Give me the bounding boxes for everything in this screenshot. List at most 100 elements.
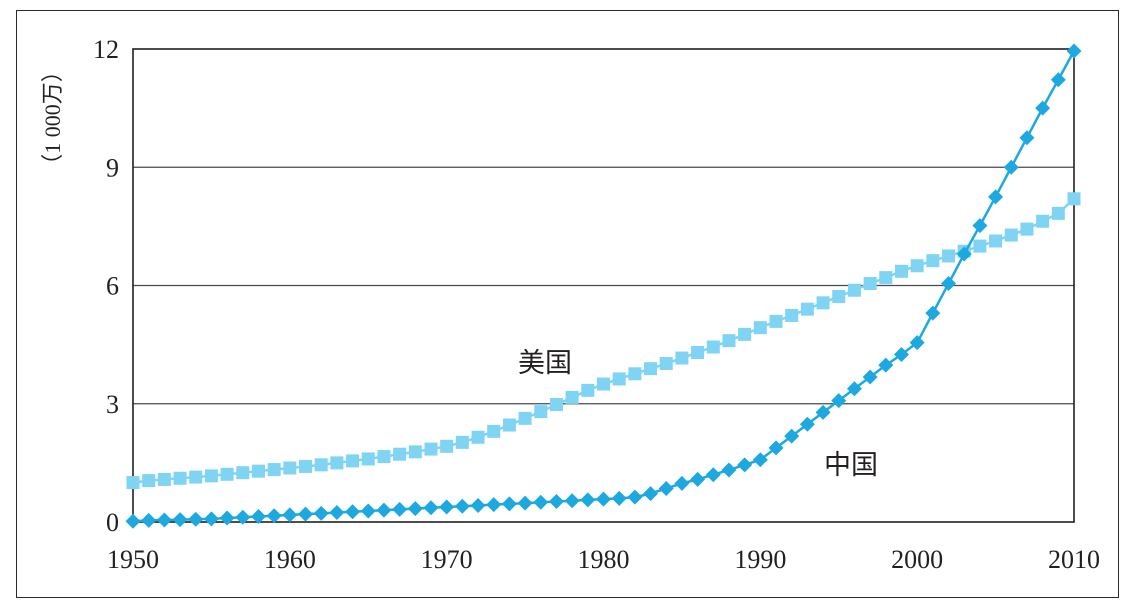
- data-point: [596, 491, 611, 507]
- x-tick-label: 1990: [734, 545, 786, 574]
- data-point: [611, 490, 627, 506]
- data-point: [486, 497, 502, 513]
- data-point: [471, 430, 485, 444]
- data-point: [141, 512, 157, 528]
- x-tick-label: 1950: [107, 545, 159, 574]
- data-point: [846, 381, 862, 397]
- data-point: [533, 494, 549, 510]
- x-tick-label: 1960: [264, 545, 316, 574]
- data-point: [440, 439, 454, 453]
- data-point: [235, 509, 251, 525]
- data-point: [267, 463, 281, 477]
- data-point: [644, 362, 658, 376]
- data-point: [314, 458, 328, 472]
- data-point: [548, 494, 564, 510]
- data-point: [1051, 206, 1065, 220]
- data-point: [832, 290, 846, 304]
- data-point: [989, 234, 1003, 248]
- data-point: [313, 505, 329, 521]
- data-point: [266, 508, 282, 524]
- data-point: [408, 445, 422, 459]
- data-point: [909, 335, 925, 351]
- data-point: [926, 254, 940, 268]
- x-tick-label: 2010: [1048, 545, 1100, 574]
- data-point: [298, 506, 314, 522]
- data-point: [157, 472, 171, 486]
- data-point: [172, 512, 188, 528]
- data-point: [345, 504, 361, 520]
- data-point: [597, 377, 610, 391]
- data-point: [580, 492, 596, 508]
- y-tick-labels: 0 3 6 9 12: [93, 35, 119, 537]
- data-point: [189, 470, 203, 484]
- data-point: [564, 493, 580, 509]
- data-point: [691, 346, 705, 360]
- x-tick-label: 2000: [891, 545, 943, 574]
- data-point: [455, 435, 469, 449]
- data-point: [628, 367, 642, 381]
- data-point: [424, 442, 438, 456]
- data-point: [517, 495, 533, 511]
- data-point: [1020, 222, 1034, 236]
- data-point: [125, 513, 141, 529]
- data-point: [565, 390, 579, 404]
- data-point: [376, 502, 392, 518]
- y-tick-label: 6: [106, 272, 119, 301]
- data-point: [1066, 43, 1082, 59]
- series: [125, 43, 1082, 529]
- data-point: [941, 276, 957, 292]
- data-point: [705, 467, 721, 483]
- data-point: [799, 416, 815, 432]
- plot-area-border: [132, 48, 1075, 523]
- x-tick-label: 1980: [578, 545, 630, 574]
- data-point: [612, 372, 626, 386]
- data-point: [439, 499, 455, 515]
- data-point: [251, 464, 265, 478]
- data-point: [1067, 192, 1081, 206]
- data-point: [956, 246, 972, 262]
- data-point: [282, 507, 298, 523]
- data-point: [392, 501, 408, 517]
- data-point: [847, 283, 861, 297]
- y-tick-label: 0: [106, 508, 119, 537]
- data-point: [407, 501, 423, 517]
- x-tick-labels: 1950 1960 1970 1980 1990 2000 2010: [107, 545, 1100, 574]
- data-point: [942, 249, 956, 263]
- data-point: [236, 466, 250, 480]
- data-point: [360, 503, 376, 519]
- data-point: [581, 383, 595, 397]
- data-point: [753, 321, 767, 335]
- data-point: [769, 314, 783, 328]
- grid-lines: [133, 166, 1074, 405]
- data-point: [454, 498, 470, 514]
- data-point: [1019, 130, 1035, 146]
- data-point: [878, 357, 894, 373]
- data-point: [752, 452, 768, 468]
- data-point: [973, 239, 987, 253]
- data-point: [1050, 72, 1066, 88]
- data-point: [470, 497, 486, 513]
- data-point: [502, 418, 516, 432]
- data-point: [879, 271, 893, 285]
- data-point: [690, 471, 706, 487]
- y-tick-label: 9: [106, 153, 119, 182]
- data-point: [972, 218, 988, 234]
- data-point: [658, 480, 674, 496]
- data-point: [815, 404, 831, 420]
- data-point: [722, 334, 736, 348]
- data-point: [173, 471, 187, 485]
- data-point: [330, 456, 344, 470]
- y-tick-label: 3: [106, 390, 119, 419]
- data-point: [501, 496, 517, 512]
- data-point: [784, 428, 800, 444]
- data-point: [329, 505, 345, 521]
- y-axis-label: （1 000万）: [40, 60, 65, 176]
- data-point: [721, 462, 737, 478]
- data-point: [423, 500, 439, 516]
- y-tick-label: 12: [93, 35, 119, 64]
- data-point: [738, 327, 752, 341]
- data-point: [283, 461, 297, 475]
- data-point: [659, 357, 673, 371]
- data-point: [768, 440, 784, 456]
